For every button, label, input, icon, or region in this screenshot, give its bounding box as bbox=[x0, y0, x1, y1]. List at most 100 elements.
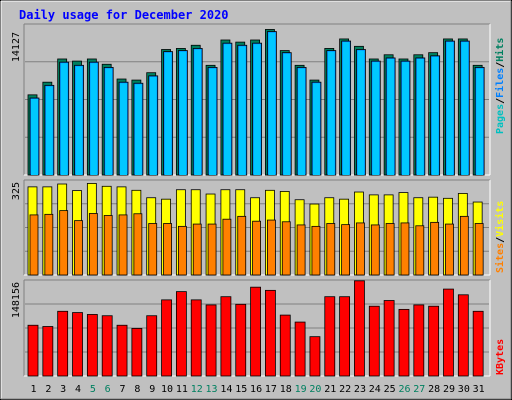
kbytes-bar bbox=[86, 314, 98, 377]
sites-bar bbox=[430, 221, 440, 276]
sites-bar bbox=[341, 224, 351, 276]
kbytes-bar bbox=[279, 314, 291, 377]
kbytes-bar bbox=[116, 324, 128, 377]
pages-bar bbox=[268, 32, 276, 175]
kbytes-bar bbox=[354, 280, 365, 377]
pages-bar bbox=[31, 99, 38, 175]
kbytes-bar bbox=[101, 315, 113, 377]
x-axis-labels: 1 2 3 4 5 6 7 8 9 10 11 12 13 14 15 16 17 18 19 20 21 22 23 24 2… bbox=[30, 384, 484, 395]
hits-legend: Pages/Files/Hits bbox=[494, 38, 506, 134]
kbytes-bar bbox=[220, 296, 232, 377]
sites-bar bbox=[177, 225, 187, 276]
kbytes-panel bbox=[23, 279, 491, 377]
sites-bar bbox=[370, 224, 380, 276]
chart-title: Daily usage for December 2020 bbox=[19, 8, 229, 22]
x-tick-label: 31 bbox=[473, 384, 485, 395]
visits-legend: Sites/Visits bbox=[494, 201, 506, 273]
x-tick-label: 23 bbox=[354, 384, 366, 395]
kbytes-bar bbox=[175, 291, 187, 377]
sites-bar bbox=[59, 210, 69, 276]
x-tick-label: 19 bbox=[295, 384, 307, 395]
sites-bar bbox=[459, 215, 469, 276]
x-tick-label: 29 bbox=[443, 384, 455, 395]
legend-files: Files bbox=[494, 68, 506, 98]
kbytes-bar bbox=[294, 321, 306, 377]
sites-bar bbox=[326, 223, 336, 276]
x-tick-label: 4 bbox=[75, 384, 81, 395]
x-tick-label: 25 bbox=[384, 384, 396, 395]
pages-bar bbox=[476, 68, 484, 175]
kbytes-bar bbox=[413, 304, 425, 377]
pages-bar bbox=[194, 49, 202, 175]
sites-bar bbox=[252, 220, 261, 276]
x-tick-label: 28 bbox=[428, 384, 440, 395]
sites-bar bbox=[222, 218, 232, 276]
legend-slash: / bbox=[495, 98, 506, 104]
sites-bar bbox=[163, 223, 172, 276]
kbytes-ymax-label: 148156 bbox=[11, 282, 22, 318]
pages-bar bbox=[60, 63, 68, 175]
x-tick-label: 12 bbox=[191, 384, 203, 395]
pages-bar bbox=[327, 51, 335, 175]
pages-bar bbox=[461, 42, 469, 175]
pages-bar bbox=[446, 42, 454, 175]
x-tick-label: 2 bbox=[45, 384, 51, 395]
sites-bar bbox=[192, 223, 202, 276]
pages-bar bbox=[431, 56, 439, 175]
x-tick-label: 3 bbox=[60, 384, 66, 395]
pages-bar bbox=[75, 66, 83, 175]
sites-bar bbox=[415, 225, 425, 276]
pages-bar bbox=[298, 68, 306, 175]
pages-bar bbox=[357, 50, 365, 175]
sites-bar bbox=[44, 213, 54, 276]
pages-bar bbox=[134, 84, 142, 175]
pages-bar bbox=[164, 52, 172, 175]
kbytes-bar bbox=[72, 312, 83, 377]
kbytes-bar bbox=[27, 324, 39, 377]
sites-bar bbox=[356, 222, 365, 276]
kbytes-legend: KBytes bbox=[495, 339, 506, 375]
x-tick-label: 20 bbox=[309, 384, 321, 395]
kbytes-bar bbox=[250, 286, 261, 377]
x-tick-label: 30 bbox=[458, 384, 470, 395]
visits-panel bbox=[23, 179, 491, 276]
x-tick-label: 21 bbox=[324, 384, 336, 395]
x-tick-label: 18 bbox=[280, 384, 292, 395]
x-tick-label: 8 bbox=[134, 384, 140, 395]
kbytes-bar bbox=[339, 296, 351, 377]
kbytes-bar bbox=[57, 310, 69, 377]
pages-bar bbox=[283, 53, 291, 175]
sites-bar bbox=[474, 223, 484, 276]
pages-bar bbox=[120, 83, 128, 175]
x-tick-label: 16 bbox=[250, 384, 262, 395]
sites-bar bbox=[29, 214, 39, 276]
pages-bar bbox=[45, 86, 53, 175]
x-tick-label: 27 bbox=[413, 384, 425, 395]
kbytes-bar bbox=[265, 289, 276, 377]
x-tick-label: 13 bbox=[206, 384, 218, 395]
sites-bar bbox=[311, 225, 321, 276]
kbytes-bar bbox=[131, 328, 143, 377]
sites-bar bbox=[281, 221, 291, 276]
pages-bar bbox=[149, 76, 157, 175]
legend-hits: Hits bbox=[494, 38, 506, 62]
kbytes-bar bbox=[472, 310, 484, 377]
kbytes-bar bbox=[324, 296, 336, 377]
pages-bar bbox=[209, 68, 217, 175]
x-tick-label: 14 bbox=[220, 384, 232, 395]
x-tick-label: 9 bbox=[149, 384, 155, 395]
kbytes-bar bbox=[205, 304, 217, 377]
pages-bar bbox=[179, 51, 187, 175]
x-tick-label: 10 bbox=[161, 384, 173, 395]
kbytes-bar bbox=[457, 294, 469, 377]
legend-sites: Sites bbox=[494, 243, 506, 273]
sites-bar bbox=[133, 213, 143, 276]
pages-bar bbox=[312, 83, 320, 175]
x-tick-label: 6 bbox=[105, 384, 111, 395]
kbytes-bar bbox=[398, 308, 410, 377]
x-tick-label: 11 bbox=[176, 384, 188, 395]
kbytes-bar bbox=[42, 326, 54, 377]
sites-bar bbox=[237, 215, 247, 276]
legend-pages: Pages bbox=[495, 104, 506, 134]
